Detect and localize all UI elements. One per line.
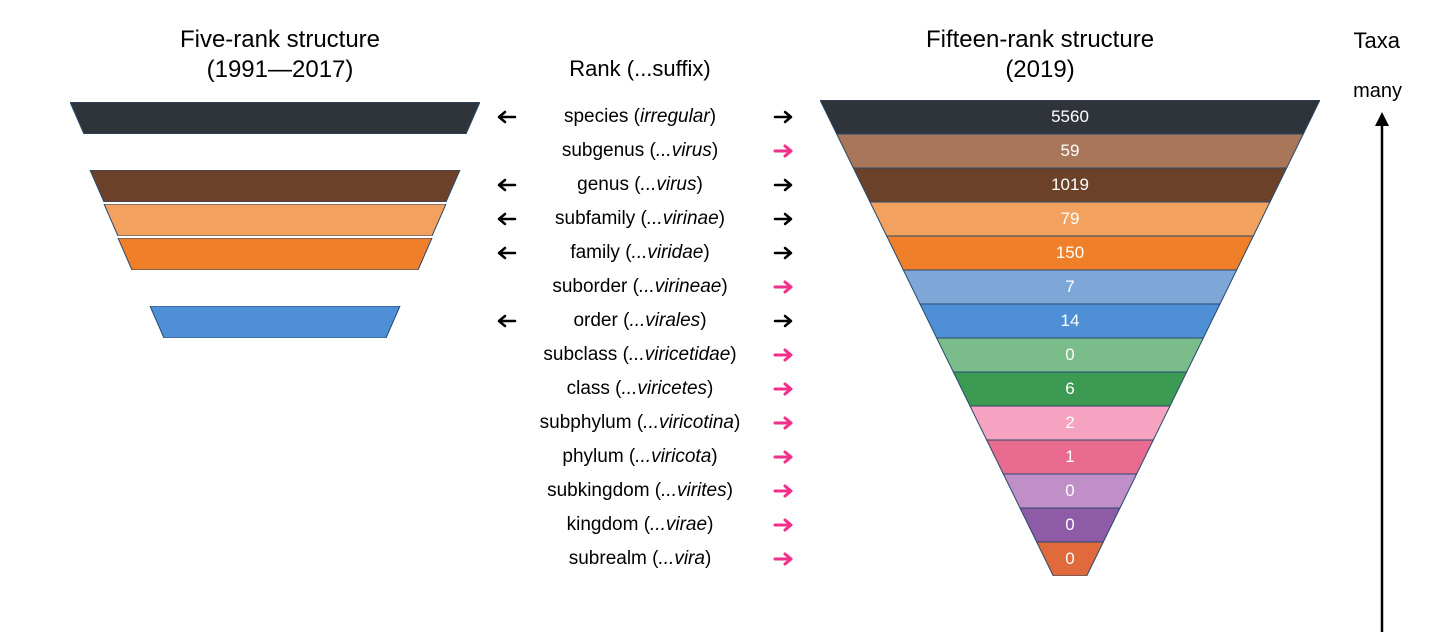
rank-item: genus (...virus): [530, 168, 750, 202]
rank-suffix: ...virites: [661, 480, 726, 501]
rank-name: subkingdom (: [547, 480, 661, 501]
fifteen-rank-funnel: 5560591019791507140621000: [820, 100, 1320, 576]
rank-name: phylum (: [562, 446, 635, 467]
left-arrow-icon: [490, 542, 520, 576]
rank-suffix: irregular: [640, 106, 710, 127]
five-rank-slice: [70, 102, 480, 134]
rank-item: subclass (...viricetidae): [530, 338, 750, 372]
five-rank-slice: [70, 204, 480, 236]
rank-item: order (...virales): [530, 304, 750, 338]
rank-item: subfamily (...virinae): [530, 202, 750, 236]
left-arrow-icon: [490, 338, 520, 372]
rank-suffix: ...virales: [629, 310, 700, 331]
right-arrow-icon: [770, 440, 800, 474]
left-title-line1: Five-rank structure: [180, 26, 380, 53]
five-rank-slice: [70, 272, 480, 304]
rank-suffix: ...virinae: [647, 208, 719, 229]
rank-suffix: ...vira: [658, 548, 704, 569]
right-arrow-icon: [770, 508, 800, 542]
rank-name: species (: [564, 106, 640, 127]
right-structure-title: Fifteen-rank structure (2019): [840, 25, 1240, 85]
right-arrow-icon: [770, 236, 800, 270]
rank-item: species (irregular): [530, 100, 750, 134]
rank-item: subphylum (...viricotina): [530, 406, 750, 440]
left-arrow-icon: [490, 100, 520, 134]
left-arrow-icon: [490, 440, 520, 474]
left-arrow-icon: [490, 168, 520, 202]
left-arrow-icon: [490, 372, 520, 406]
rank-item: kingdom (...virae): [530, 508, 750, 542]
left-structure-title: Five-rank structure (1991—2017): [100, 25, 460, 85]
rank-item: class (...viricetes): [530, 372, 750, 406]
diagram-root: Five-rank structure (1991—2017) Fifteen-…: [0, 0, 1440, 638]
right-arrow-icon: [770, 542, 800, 576]
right-arrow-column: [770, 100, 800, 576]
rank-suffix: ...virineae: [639, 276, 721, 297]
rank-suffix: ...viricetes: [622, 378, 708, 399]
right-title-line2: (2019): [1005, 56, 1074, 83]
rank-suffix: ...virus: [656, 140, 712, 161]
rank-list: species (irregular)subgenus (...virus)ge…: [530, 100, 750, 576]
rank-item: subgenus (...virus): [530, 134, 750, 168]
rank-name: subclass (: [543, 344, 629, 365]
rank-item: family (...viridae): [530, 236, 750, 270]
five-rank-slice: [70, 238, 480, 270]
right-arrow-icon: [770, 202, 800, 236]
right-arrow-icon: [770, 270, 800, 304]
rank-item: subkingdom (...virites): [530, 474, 750, 508]
rank-suffix: ...viridae: [632, 242, 704, 263]
rank-name: kingdom (: [567, 514, 650, 535]
five-rank-slice: [70, 306, 480, 338]
rank-name: suborder (: [552, 276, 639, 297]
right-arrow-icon: [770, 406, 800, 440]
left-arrow-icon: [490, 202, 520, 236]
left-arrow-icon: [490, 406, 520, 440]
rank-name: subgenus (: [562, 140, 656, 161]
left-arrow-column: [490, 100, 520, 576]
taxa-axis-many: many: [1353, 80, 1402, 103]
rank-suffix: ...viricetidae: [629, 344, 730, 365]
rank-suffix: ...virae: [650, 514, 707, 535]
five-rank-slice: [70, 170, 480, 202]
left-arrow-icon: [490, 236, 520, 270]
right-arrow-icon: [770, 168, 800, 202]
right-arrow-icon: [770, 474, 800, 508]
rank-name: family (: [570, 242, 631, 263]
right-arrow-icon: [770, 304, 800, 338]
rank-column-title: Rank (...suffix): [530, 55, 750, 83]
five-rank-funnel: [70, 102, 480, 340]
left-arrow-icon: [490, 508, 520, 542]
rank-name: subfamily (: [555, 208, 647, 229]
right-arrow-icon: [770, 338, 800, 372]
rank-name: subrealm (: [569, 548, 659, 569]
five-rank-slice: [70, 136, 480, 168]
left-arrow-icon: [490, 304, 520, 338]
rank-name: order (: [573, 310, 629, 331]
left-title-line2: (1991—2017): [207, 56, 354, 83]
taxa-axis-label: Taxa: [1354, 28, 1400, 54]
left-arrow-icon: [490, 474, 520, 508]
rank-item: subrealm (...vira): [530, 542, 750, 576]
right-arrow-icon: [770, 372, 800, 406]
taxa-axis-arrow: [1372, 112, 1392, 637]
right-title-line1: Fifteen-rank structure: [926, 26, 1154, 53]
rank-item: suborder (...virineae): [530, 270, 750, 304]
left-arrow-icon: [490, 270, 520, 304]
rank-item: phylum (...viricota): [530, 440, 750, 474]
fifteen-rank-triangle: [820, 100, 1320, 576]
rank-suffix: ...virus: [641, 174, 697, 195]
right-arrow-icon: [770, 134, 800, 168]
rank-name: subphylum (: [540, 412, 644, 433]
rank-suffix: ...viricotina: [643, 412, 734, 433]
left-arrow-icon: [490, 134, 520, 168]
rank-suffix: ...viricota: [635, 446, 711, 467]
right-arrow-icon: [770, 100, 800, 134]
rank-name: genus (: [577, 174, 640, 195]
rank-name: class (: [567, 378, 622, 399]
